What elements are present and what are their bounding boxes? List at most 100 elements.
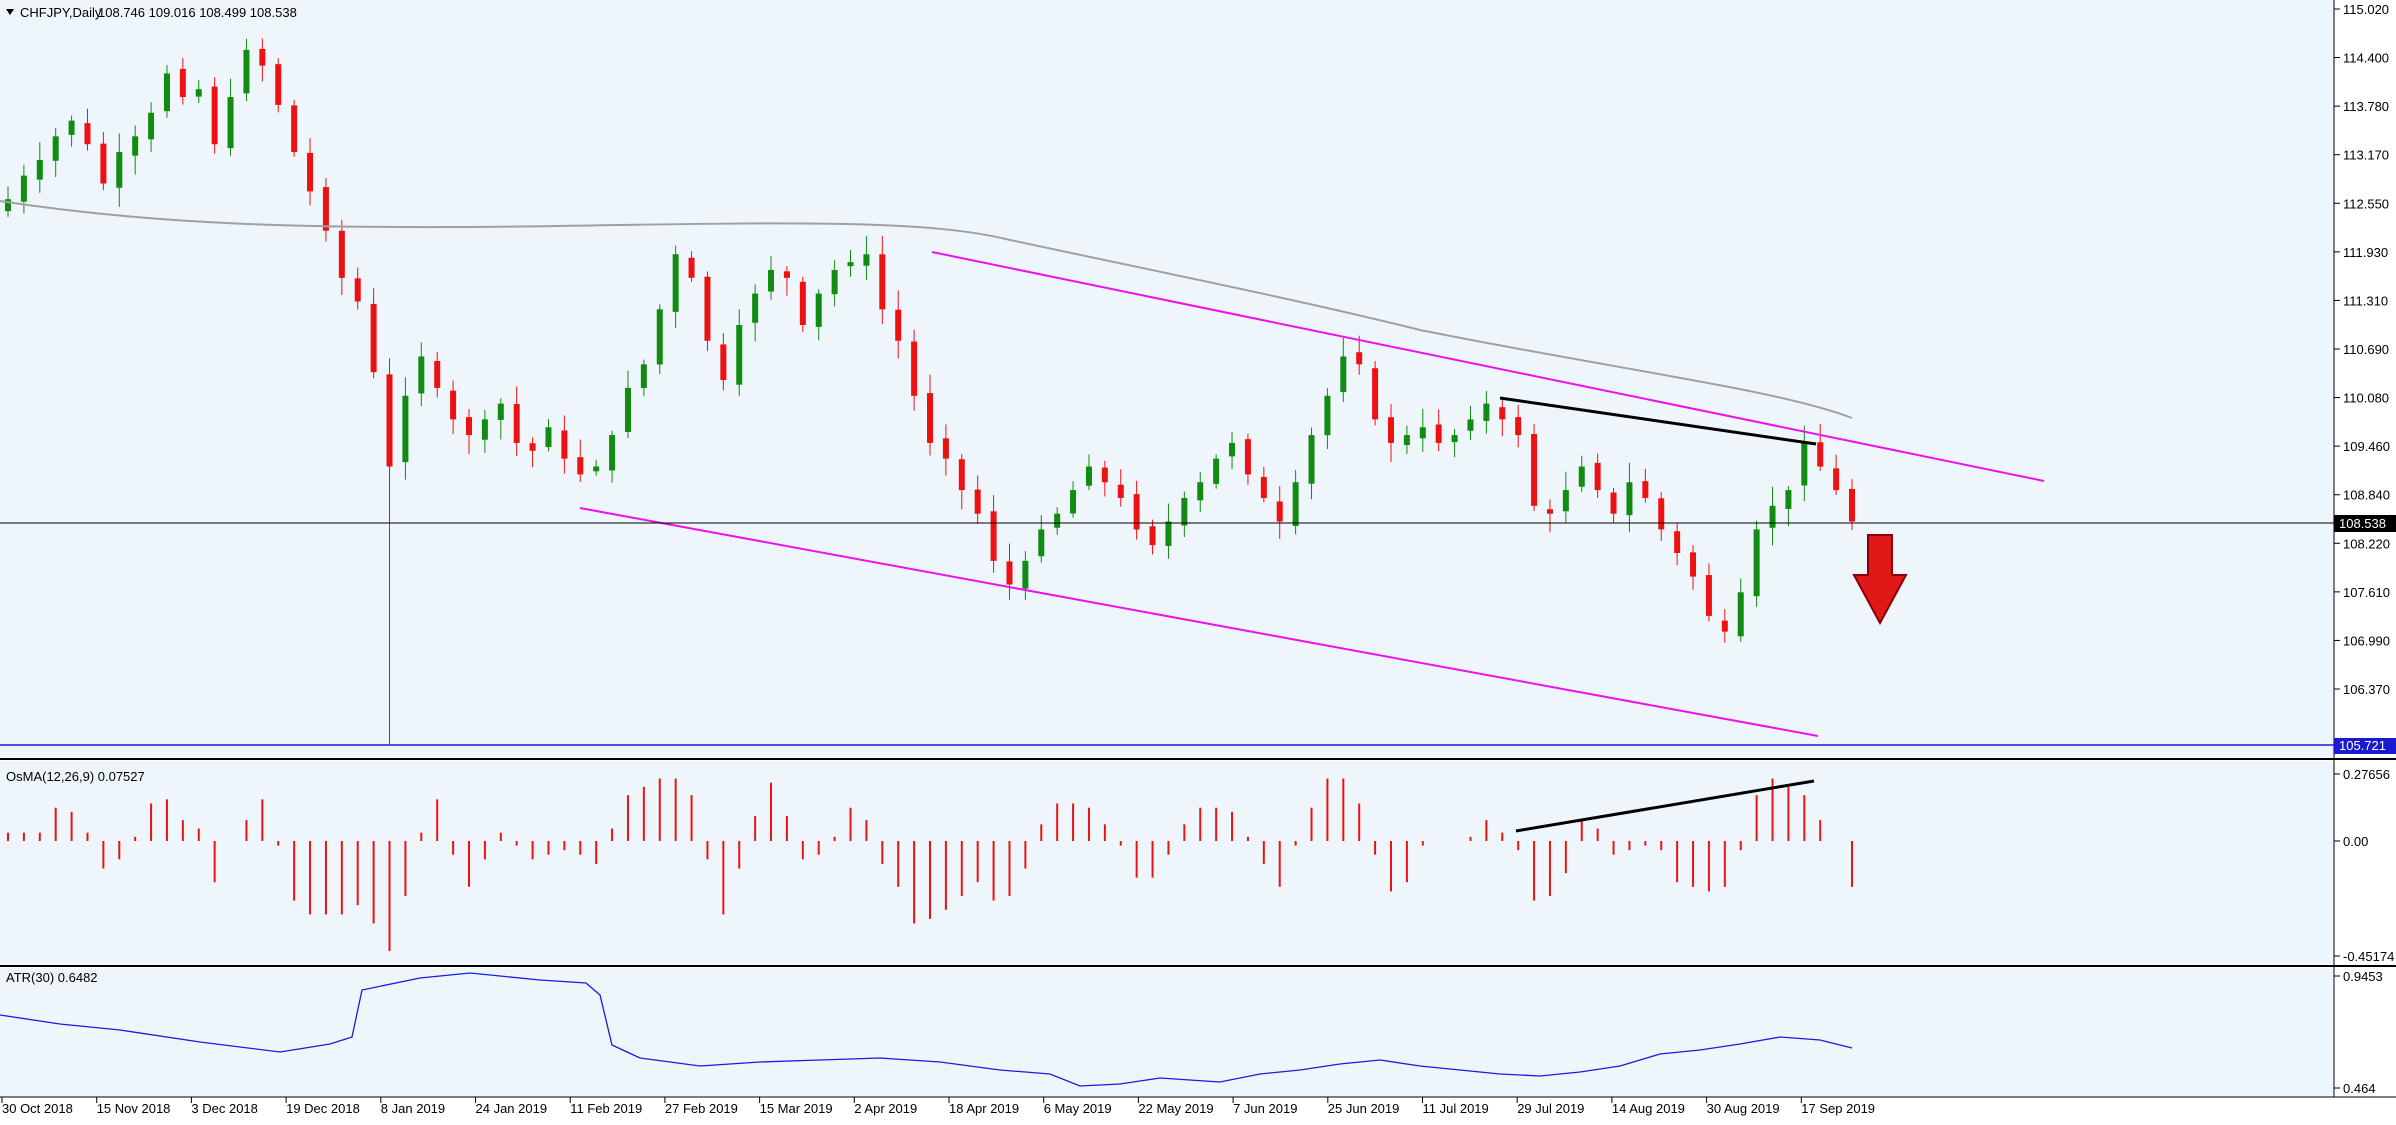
- price-axis-label: 106.990: [2343, 633, 2390, 648]
- candle-body: [911, 341, 918, 396]
- candle-body: [847, 262, 854, 267]
- candle-body: [354, 278, 361, 302]
- down-arrow-icon: [1852, 534, 1908, 626]
- candle-body: [132, 136, 139, 156]
- time-axis-label: 17 Sep 2019: [1801, 1101, 1875, 1116]
- time-axis-label: 19 Dec 2018: [286, 1101, 360, 1116]
- price-axis-label: 112.550: [2343, 196, 2389, 211]
- candle-body: [434, 360, 441, 388]
- candle-body: [593, 466, 600, 472]
- candle-body: [52, 136, 59, 161]
- candle-body: [1753, 529, 1760, 597]
- candle-body: [1849, 488, 1855, 522]
- candle-body: [545, 427, 552, 448]
- candle-body: [1324, 395, 1331, 436]
- atr-axis-label: 0.9453: [2343, 969, 2383, 984]
- candle-body: [466, 417, 472, 436]
- candle-body: [672, 254, 679, 312]
- candle-body: [1165, 521, 1172, 546]
- candle-body: [195, 89, 202, 97]
- moving-average-line: [0, 200, 1853, 419]
- current-price-tag-bg: [2334, 515, 2396, 532]
- time-axis-label: 30 Oct 2018: [2, 1101, 73, 1116]
- atr-title: ATR(30) 0.6482: [6, 970, 98, 985]
- candle-body: [307, 152, 314, 192]
- price-axis-label: 110.690: [2343, 342, 2389, 357]
- price-axis-label: 110.080: [2343, 391, 2389, 406]
- candle-body: [736, 325, 743, 385]
- candle-body: [1372, 368, 1379, 420]
- candle-body: [402, 395, 409, 463]
- price-axis-label: 113.780: [2343, 99, 2389, 114]
- candle-body: [275, 64, 282, 105]
- candle-body: [656, 309, 663, 365]
- candle-body: [148, 112, 155, 140]
- candle-body: [1705, 575, 1712, 616]
- candle-body: [831, 269, 838, 295]
- osma-panel[interactable]: [0, 761, 2334, 964]
- candle-body: [1403, 435, 1410, 446]
- price-axis-label: 108.840: [2343, 488, 2390, 503]
- symbol-label: CHFJPY,Daily: [20, 5, 102, 20]
- candle-body: [1181, 497, 1188, 526]
- candle-body: [370, 303, 377, 373]
- atr-line: [0, 972, 1853, 1087]
- support-tag: 105.721: [2339, 738, 2386, 753]
- osma-axis-label: 0.27656: [2343, 767, 2390, 782]
- candle-body: [863, 254, 870, 266]
- time-axis-label: 15 Mar 2019: [760, 1101, 833, 1116]
- candle-body: [1531, 434, 1538, 506]
- price-panel[interactable]: [0, 0, 2334, 757]
- candle-body: [36, 159, 43, 180]
- ohlc-label: 108.746 109.016 108.499 108.538: [98, 5, 297, 20]
- candle-body: [450, 390, 457, 420]
- price-axis-label: 111.310: [2343, 293, 2388, 308]
- candle-body: [227, 97, 234, 149]
- time-axis-label: 18 Apr 2019: [949, 1101, 1019, 1116]
- osma-divergence-line: [1515, 779, 1815, 833]
- candle-body: [1419, 427, 1426, 439]
- candle-body: [1244, 439, 1251, 475]
- time-axis-label: 15 Nov 2018: [97, 1101, 171, 1116]
- atr-panel[interactable]: [0, 968, 2334, 1097]
- price-axis-label: 106.370: [2343, 682, 2390, 697]
- time-axis-label: 11 Feb 2019: [570, 1101, 642, 1116]
- candle-body: [338, 230, 345, 278]
- candle-body: [1197, 482, 1204, 501]
- candle-body: [322, 187, 329, 231]
- time-axis-label: 11 Jul 2019: [1423, 1101, 1489, 1116]
- candle-body: [1229, 442, 1236, 457]
- candle-body: [68, 120, 75, 135]
- price-axis-label: 114.400: [2343, 51, 2389, 66]
- candle-body: [1308, 435, 1315, 484]
- candle-body: [179, 68, 186, 98]
- candle-body: [100, 143, 107, 184]
- time-axis-label: 14 Aug 2019: [1612, 1101, 1685, 1116]
- candle-body: [211, 86, 218, 145]
- candle-body: [5, 199, 11, 212]
- time-axis-label: 8 Jan 2019: [381, 1101, 445, 1116]
- candle-body: [1022, 560, 1029, 589]
- candle-body: [609, 435, 616, 471]
- candle-body: [116, 152, 123, 188]
- candle-body: [1435, 424, 1442, 443]
- time-axis-label: 6 May 2019: [1044, 1101, 1112, 1116]
- triangle-down-icon[interactable]: [6, 9, 14, 15]
- candle-body: [1610, 492, 1617, 514]
- candle-body: [1356, 352, 1363, 365]
- candle-body: [1149, 526, 1156, 546]
- candle-body: [1054, 513, 1061, 528]
- time-axis-label: 22 May 2019: [1138, 1101, 1213, 1116]
- candle-body: [529, 443, 536, 451]
- candle-body: [1721, 620, 1728, 632]
- osma-axis-label: 0.00: [2343, 834, 2368, 849]
- price-axis-label: 109.460: [2343, 439, 2390, 454]
- candle-body: [799, 281, 806, 326]
- candle-body: [1737, 592, 1744, 637]
- price-axis-label: 113.170: [2343, 148, 2389, 163]
- atr-axis-label: 0.464: [2343, 1081, 2376, 1096]
- candle-body: [1769, 505, 1776, 528]
- candle-body: [879, 254, 886, 310]
